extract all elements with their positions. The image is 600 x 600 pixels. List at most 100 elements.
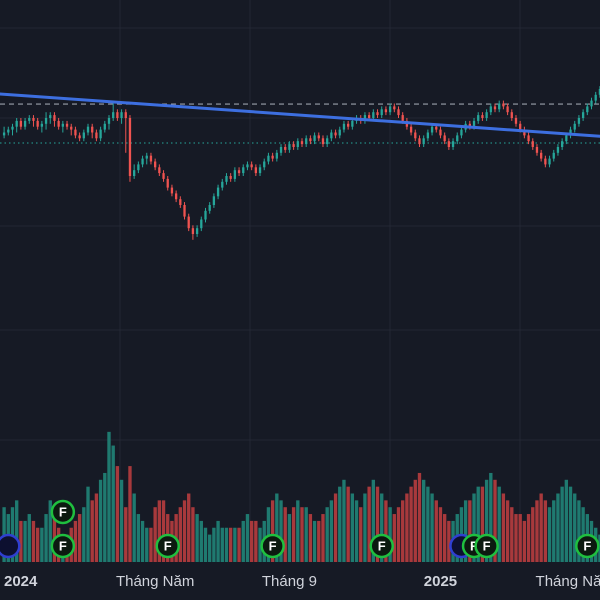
candle[interactable] (174, 190, 178, 203)
candle[interactable] (15, 118, 18, 133)
candle[interactable] (409, 123, 413, 136)
candle[interactable] (82, 129, 85, 142)
candle[interactable] (556, 144, 560, 156)
dividend-marker[interactable]: F (260, 533, 285, 559)
candle[interactable] (292, 141, 295, 150)
candle[interactable] (44, 112, 48, 130)
candle[interactable] (40, 120, 44, 133)
candle[interactable] (2, 126, 6, 139)
candle[interactable] (560, 138, 564, 150)
candle[interactable] (103, 120, 106, 133)
candle[interactable] (300, 138, 304, 147)
candle[interactable] (275, 149, 278, 162)
candle[interactable] (254, 164, 257, 176)
candle[interactable] (61, 120, 64, 133)
candle[interactable] (170, 184, 174, 197)
candle[interactable] (124, 109, 127, 153)
candle[interactable] (179, 196, 182, 208)
candle[interactable] (74, 126, 77, 139)
candle[interactable] (53, 112, 56, 127)
candle[interactable] (447, 138, 451, 150)
candle[interactable] (86, 123, 90, 136)
candle[interactable] (456, 132, 459, 145)
dividend-marker[interactable]: F (155, 533, 180, 559)
candle[interactable] (271, 152, 274, 162)
candle[interactable] (586, 103, 589, 116)
candle[interactable] (233, 167, 237, 182)
candle[interactable] (535, 144, 539, 156)
candle[interactable] (317, 132, 320, 142)
candle[interactable] (162, 170, 165, 182)
candle[interactable] (216, 184, 220, 200)
candle[interactable] (250, 161, 253, 171)
candle[interactable] (99, 126, 102, 142)
candle[interactable] (149, 152, 153, 165)
candle[interactable] (326, 135, 329, 147)
candle[interactable] (242, 164, 245, 176)
candle[interactable] (313, 132, 316, 145)
candle[interactable] (527, 132, 530, 145)
candle[interactable] (7, 126, 10, 136)
candle[interactable] (502, 100, 505, 110)
candle[interactable] (573, 120, 576, 133)
candle[interactable] (594, 91, 597, 104)
candle[interactable] (23, 118, 27, 130)
candle[interactable] (577, 115, 581, 127)
candle[interactable] (544, 155, 547, 168)
candle[interactable] (309, 135, 312, 145)
trendline[interactable] (0, 92, 600, 138)
candle[interactable] (288, 141, 291, 153)
candle[interactable] (510, 109, 513, 121)
candle[interactable] (166, 176, 169, 191)
candle[interactable] (523, 126, 526, 139)
candle[interactable] (514, 115, 518, 127)
candle[interactable] (540, 149, 543, 162)
candle[interactable] (296, 138, 299, 150)
candle[interactable] (581, 109, 585, 121)
candle[interactable] (36, 118, 39, 130)
candle[interactable] (258, 164, 262, 176)
dividend-marker[interactable]: F (50, 533, 76, 559)
candle[interactable] (183, 202, 186, 220)
candle[interactable] (229, 173, 232, 182)
candle[interactable] (200, 216, 203, 232)
dividend-marker[interactable]: F (369, 533, 394, 559)
candle[interactable] (443, 132, 446, 145)
candle[interactable] (393, 103, 396, 113)
candle[interactable] (590, 97, 593, 110)
candle[interactable] (552, 149, 555, 162)
candle[interactable] (363, 112, 367, 124)
candle[interactable] (451, 138, 455, 150)
candle[interactable] (19, 118, 23, 130)
candle[interactable] (145, 152, 148, 165)
candle[interactable] (133, 164, 136, 179)
candle[interactable] (267, 152, 270, 165)
candle[interactable] (284, 144, 287, 153)
candle[interactable] (153, 158, 157, 171)
candle[interactable] (305, 135, 308, 147)
candle[interactable] (460, 126, 463, 139)
candle[interactable] (481, 112, 484, 121)
candle[interactable] (477, 112, 480, 124)
candle[interactable] (221, 178, 224, 191)
candle[interactable] (246, 161, 249, 171)
candle[interactable] (493, 103, 497, 113)
candle[interactable] (418, 135, 421, 147)
candle[interactable] (506, 103, 509, 116)
candle[interactable] (49, 112, 52, 124)
candle[interactable] (212, 193, 216, 208)
candle[interactable] (422, 135, 425, 147)
candle[interactable] (191, 225, 195, 240)
candle[interactable] (347, 120, 350, 130)
candle[interactable] (120, 109, 123, 124)
candle[interactable] (141, 155, 144, 168)
candle[interactable] (204, 207, 207, 223)
candle[interactable] (225, 173, 228, 185)
candle[interactable] (485, 109, 488, 121)
candle[interactable] (338, 126, 341, 139)
candle[interactable] (57, 118, 60, 130)
candle[interactable] (208, 202, 211, 214)
candle[interactable] (531, 138, 534, 150)
